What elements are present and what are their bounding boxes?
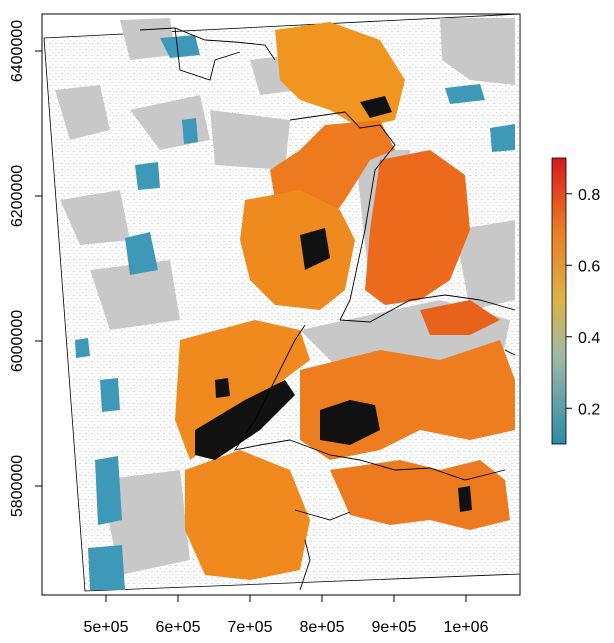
x-tick-label: 6e+05 <box>156 619 201 636</box>
legend-tick-label: 0.8 <box>578 187 600 204</box>
blue-layer <box>75 35 515 590</box>
legend-tick-label: 0.6 <box>578 258 600 275</box>
y-axis: 5800000 6000000 6200000 6400000 <box>9 14 43 595</box>
x-tick-label: 5e+05 <box>84 619 129 636</box>
y-tick-label: 5800000 <box>9 455 26 517</box>
black-layer <box>195 96 472 512</box>
country-borders <box>139 27 516 591</box>
y-tick-label: 6200000 <box>9 165 26 227</box>
x-tick-label: 9e+05 <box>372 619 417 636</box>
y-tick-label: 6000000 <box>9 310 26 372</box>
legend-colorbar <box>551 157 567 445</box>
legend-tick-label: 0.4 <box>578 330 600 347</box>
x-tick-label: 7e+05 <box>228 619 273 636</box>
x-tick-label: 8e+05 <box>300 619 345 636</box>
color-legend: 0.2 0.4 0.6 0.8 <box>551 157 600 445</box>
y-tick-label: 6400000 <box>9 20 26 82</box>
x-axis: 5e+05 6e+05 7e+05 8e+05 9e+05 1e+06 <box>84 594 489 636</box>
map-panel <box>41 13 521 596</box>
legend-tick-label: 0.2 <box>578 401 600 418</box>
x-tick-label: 1e+06 <box>444 619 489 636</box>
